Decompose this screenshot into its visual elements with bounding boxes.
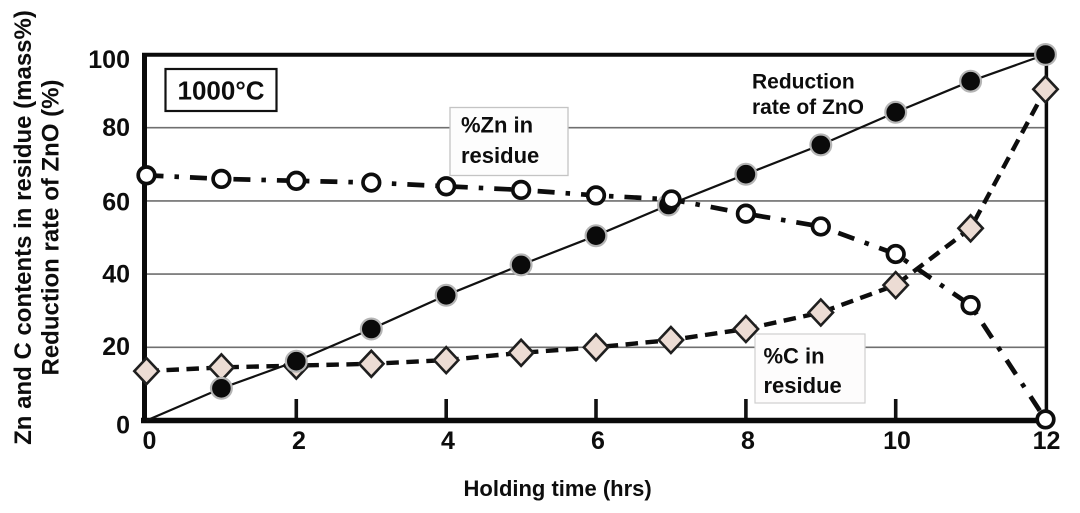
svg-text:60: 60 bbox=[102, 189, 130, 217]
svg-text:1000°C: 1000°C bbox=[177, 76, 264, 106]
svg-text:100: 100 bbox=[88, 46, 130, 74]
svg-text:40: 40 bbox=[102, 261, 130, 289]
svg-text:Reduction: Reduction bbox=[752, 71, 855, 94]
svg-text:4: 4 bbox=[441, 427, 455, 455]
svg-text:0: 0 bbox=[116, 412, 130, 440]
svg-text:residue: residue bbox=[764, 373, 842, 398]
svg-text:%Zn in: %Zn in bbox=[461, 113, 533, 138]
svg-text:Reduction rate of ZnO (%): Reduction rate of ZnO (%) bbox=[38, 80, 65, 376]
svg-text:%C in: %C in bbox=[764, 344, 825, 369]
svg-text:2: 2 bbox=[292, 427, 306, 455]
svg-text:Holding time (hrs): Holding time (hrs) bbox=[464, 476, 652, 501]
svg-text:6: 6 bbox=[591, 427, 605, 455]
svg-text:Zn and C contents in residue (: Zn and C contents in residue (mass%) bbox=[10, 10, 37, 445]
svg-text:rate of ZnO: rate of ZnO bbox=[752, 96, 864, 119]
svg-text:80: 80 bbox=[102, 114, 130, 142]
svg-text:20: 20 bbox=[102, 333, 130, 361]
svg-text:8: 8 bbox=[741, 427, 755, 455]
svg-text:0: 0 bbox=[143, 427, 157, 455]
svg-text:residue: residue bbox=[461, 143, 539, 168]
svg-text:12: 12 bbox=[1033, 427, 1061, 455]
svg-text:10: 10 bbox=[883, 427, 911, 455]
